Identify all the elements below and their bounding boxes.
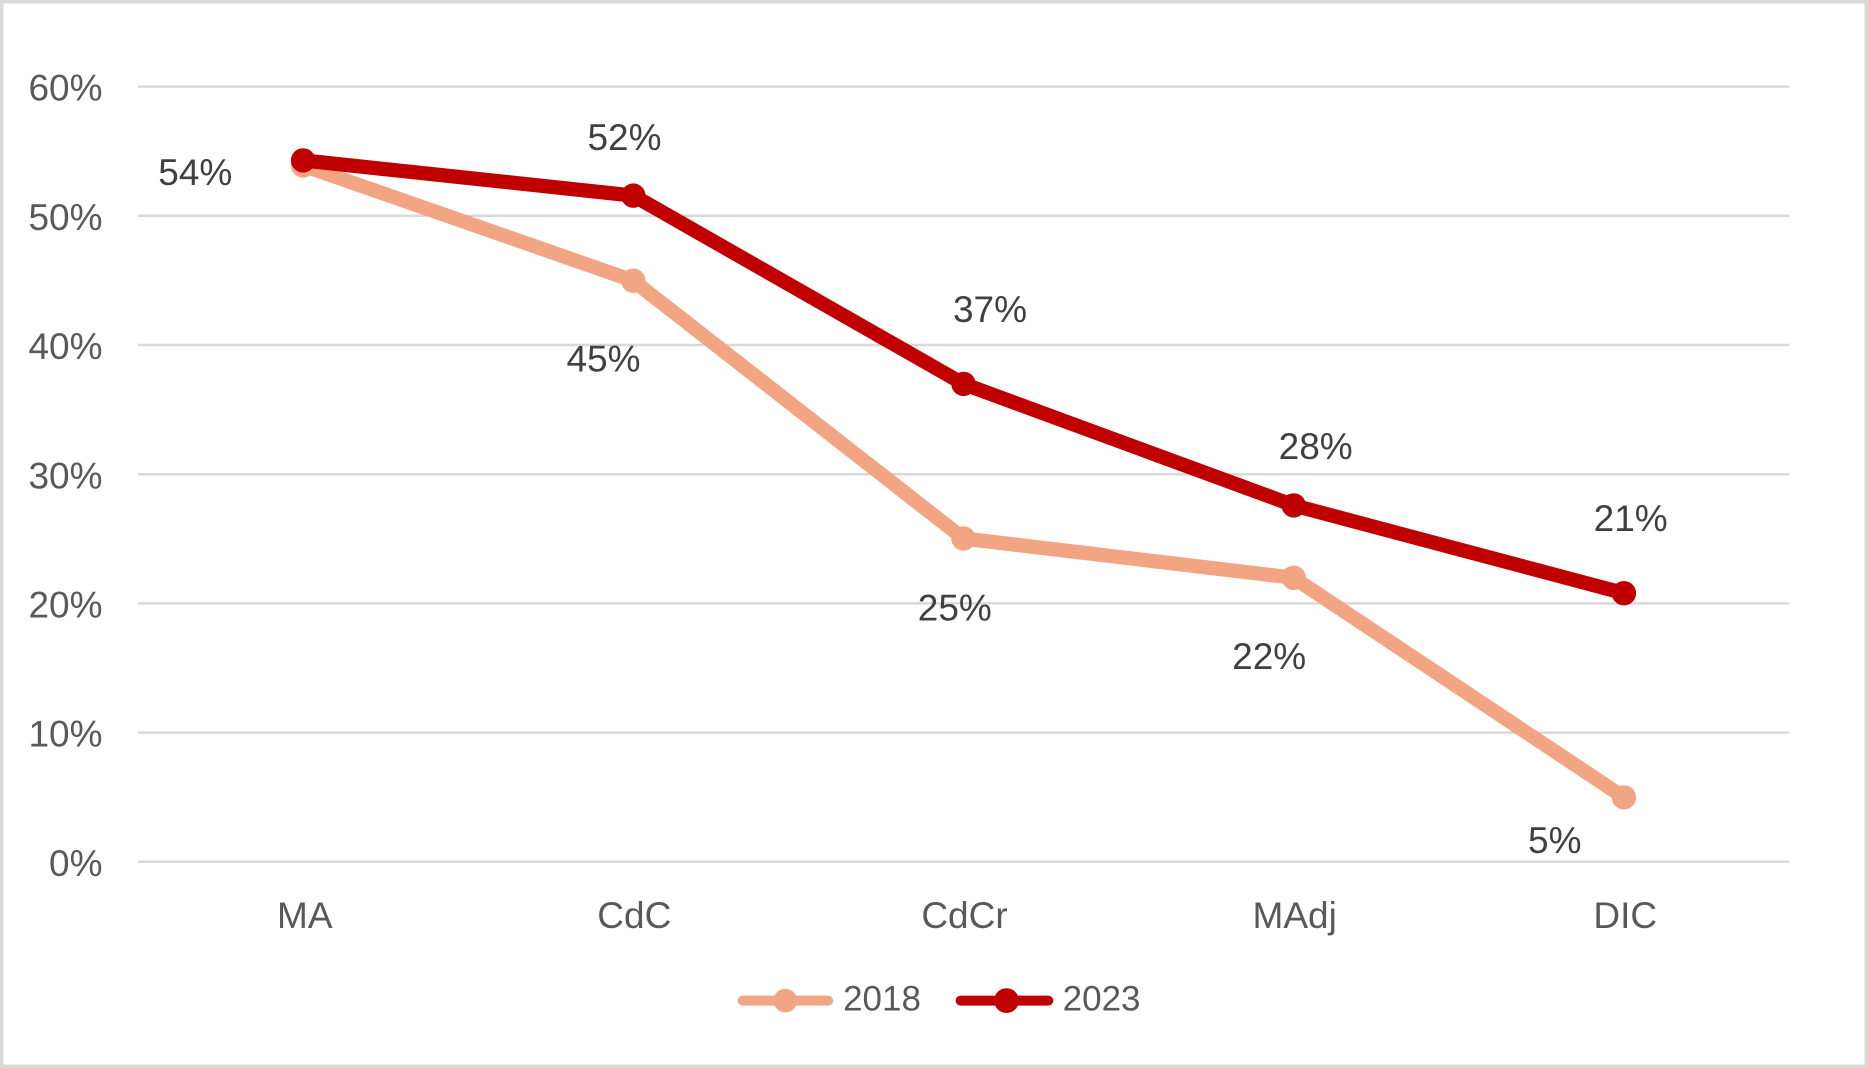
svg-text:20%: 20% [28, 585, 102, 626]
svg-text:50%: 50% [28, 197, 102, 238]
svg-text:52%: 52% [587, 117, 661, 158]
svg-text:21%: 21% [1594, 498, 1668, 539]
svg-text:45%: 45% [566, 339, 640, 380]
svg-text:54%: 54% [158, 152, 232, 193]
svg-text:60%: 60% [28, 68, 102, 109]
svg-text:40%: 40% [28, 326, 102, 367]
svg-text:30%: 30% [28, 455, 102, 496]
svg-text:CdCr: CdCr [921, 895, 1007, 936]
svg-text:CdC: CdC [597, 895, 671, 936]
svg-text:DIC: DIC [1593, 895, 1657, 936]
svg-text:28%: 28% [1279, 426, 1353, 467]
svg-text:5%: 5% [1528, 820, 1581, 861]
svg-text:10%: 10% [28, 714, 102, 755]
svg-text:2018: 2018 [843, 980, 921, 1019]
svg-text:2023: 2023 [1063, 980, 1141, 1019]
svg-text:MAdj: MAdj [1253, 895, 1337, 936]
svg-text:0%: 0% [49, 843, 102, 884]
svg-text:MA: MA [277, 895, 333, 936]
svg-text:25%: 25% [918, 587, 992, 628]
svg-text:22%: 22% [1232, 636, 1306, 677]
svg-text:37%: 37% [953, 289, 1027, 330]
